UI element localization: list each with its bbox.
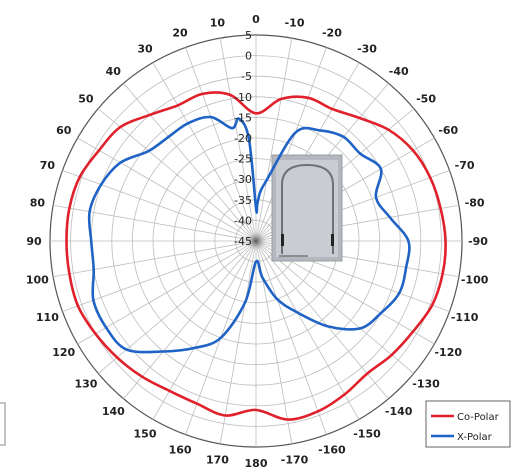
polar-grid bbox=[49, 34, 463, 448]
angle-tick-label: -70 bbox=[455, 159, 475, 172]
grid-spoke bbox=[185, 47, 257, 242]
angle-tick-label: -110 bbox=[451, 311, 479, 324]
grid-spoke bbox=[53, 240, 257, 278]
angle-tick-label: -80 bbox=[465, 196, 485, 209]
angle-tick-label: -50 bbox=[416, 92, 436, 105]
angle-tick-label: 50 bbox=[78, 92, 94, 105]
legend: Co-Polar X-Polar bbox=[425, 400, 511, 448]
grid-spoke bbox=[219, 38, 257, 242]
angle-tick-label: -10 bbox=[285, 16, 305, 29]
legend-label-x-polar: X-Polar bbox=[457, 432, 493, 443]
angle-tick-label: -120 bbox=[434, 346, 462, 359]
radial-tick-label: -45 bbox=[234, 235, 252, 248]
angle-tick-label: 40 bbox=[106, 65, 122, 78]
angle-tick-label: -160 bbox=[318, 444, 346, 457]
radial-tick-label: -10 bbox=[234, 91, 252, 104]
angle-tick-label: -150 bbox=[353, 427, 381, 440]
center-marker bbox=[244, 229, 268, 253]
legend-box bbox=[425, 400, 511, 448]
radial-tick-label: -20 bbox=[234, 132, 252, 145]
angle-tick-label: -90 bbox=[468, 235, 488, 248]
radial-tick-label: -25 bbox=[234, 153, 252, 166]
grid-spoke bbox=[123, 240, 257, 400]
angle-tick-label: -130 bbox=[412, 378, 440, 391]
frame-fragment bbox=[0, 402, 6, 446]
angle-tick-label: -140 bbox=[385, 405, 413, 418]
series-layer bbox=[65, 91, 447, 421]
angle-tick-label: 90 bbox=[26, 235, 42, 248]
grid-spoke bbox=[123, 82, 257, 242]
angle-tick-label: -100 bbox=[461, 274, 489, 287]
angle-tick-label: 0 bbox=[252, 13, 260, 26]
angle-tick-label: 80 bbox=[30, 196, 46, 209]
angle-tick-label: 60 bbox=[56, 124, 72, 137]
angle-tick-label: 170 bbox=[206, 454, 229, 467]
radial-tick-label: -15 bbox=[234, 111, 252, 124]
series-line-co-polar bbox=[65, 91, 447, 421]
angle-tick-label: 150 bbox=[134, 427, 157, 440]
grid-spoke bbox=[255, 240, 327, 435]
radial-tick-label: 0 bbox=[245, 50, 252, 63]
grid-spoke bbox=[77, 240, 257, 345]
grid-spoke bbox=[77, 137, 257, 242]
angle-tick-label: 70 bbox=[40, 159, 56, 172]
grid-spoke bbox=[255, 38, 293, 242]
inset-port-left bbox=[281, 234, 284, 246]
grid-spoke bbox=[152, 62, 257, 242]
grid-spoke bbox=[255, 240, 360, 420]
grid-spoke bbox=[255, 47, 327, 242]
grid-spoke bbox=[53, 204, 257, 242]
angle-tick-label: 110 bbox=[36, 311, 59, 324]
angle-tick-label: 10 bbox=[210, 16, 226, 29]
angle-tick-label: 100 bbox=[26, 274, 49, 287]
grid-spoke bbox=[255, 240, 389, 400]
grid-spoke bbox=[152, 240, 257, 420]
radial-tick-label: -40 bbox=[234, 214, 252, 227]
angle-tick-label: -40 bbox=[389, 65, 409, 78]
grid-spoke bbox=[255, 240, 415, 374]
angle-tick-label: 140 bbox=[102, 405, 125, 418]
angle-tick-label: 120 bbox=[52, 346, 75, 359]
inset-port-right bbox=[331, 234, 334, 246]
radial-tick-label: 5 bbox=[245, 29, 252, 42]
radial-tick-labels: 5 0 -5 -10 -15 -20 -25 -30 -35 -40 -45 bbox=[234, 29, 252, 248]
angle-tick-label: 20 bbox=[172, 26, 188, 39]
angle-tick-label: 180 bbox=[245, 457, 268, 470]
series-line-x-polar bbox=[87, 115, 411, 354]
radial-tick-label: -30 bbox=[234, 173, 252, 186]
angle-tick-labels: 0102030405060708090100110120130140150160… bbox=[26, 13, 489, 470]
grid-spoke bbox=[62, 240, 257, 312]
angle-tick-label: 130 bbox=[74, 378, 97, 391]
antenna-inset-image bbox=[271, 154, 343, 262]
angle-tick-label: -60 bbox=[438, 124, 458, 137]
angle-tick-label: -170 bbox=[281, 454, 309, 467]
angle-tick-label: 160 bbox=[169, 444, 192, 457]
grid-spoke bbox=[62, 170, 257, 242]
grid-spoke bbox=[97, 240, 257, 374]
radial-tick-label: -35 bbox=[234, 194, 252, 207]
grid-spoke bbox=[97, 108, 257, 242]
angle-tick-label: 30 bbox=[137, 43, 153, 56]
radial-tick-label: -5 bbox=[241, 70, 252, 83]
grid-spoke bbox=[219, 240, 257, 444]
legend-label-co-polar: Co-Polar bbox=[457, 412, 500, 423]
inset-panel bbox=[276, 160, 338, 257]
angle-tick-label: -30 bbox=[357, 43, 377, 56]
inset-antenna-shape bbox=[281, 163, 334, 254]
angle-tick-label: -20 bbox=[322, 26, 342, 39]
